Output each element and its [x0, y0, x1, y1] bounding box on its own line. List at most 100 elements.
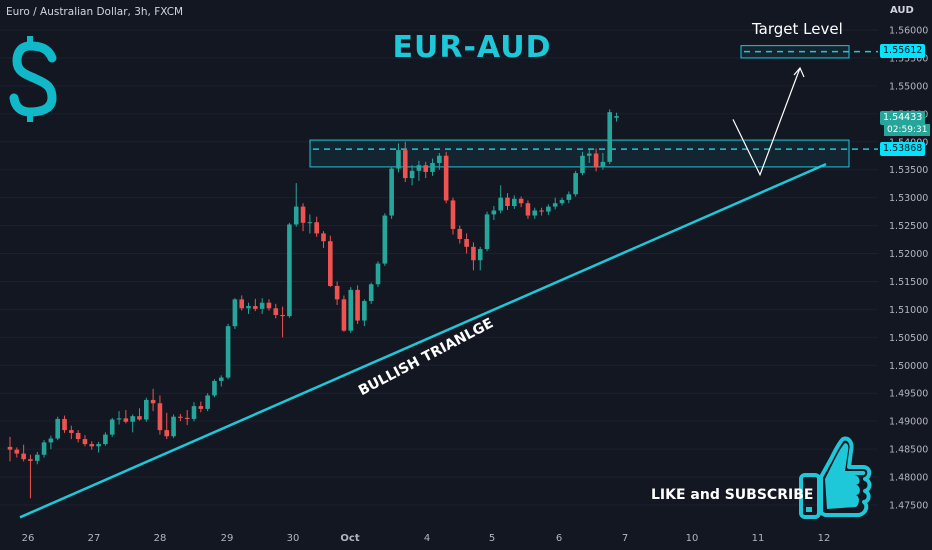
- candle-body: [477, 249, 483, 261]
- candle-body: [341, 299, 347, 331]
- candle-body: [218, 377, 224, 381]
- y-tick-label: 1.53500: [889, 165, 928, 176]
- candle-body: [205, 395, 210, 409]
- candle-body: [280, 315, 285, 317]
- candle-body: [389, 168, 394, 216]
- candle-body: [123, 418, 129, 422]
- candle-body: [505, 197, 510, 207]
- y-tick-label: 1.55500: [889, 53, 928, 64]
- resistance-price-tag: 1.53868: [880, 142, 926, 156]
- candle-body: [259, 302, 265, 309]
- candle-body: [307, 222, 313, 224]
- candle-body: [82, 439, 88, 445]
- candle-body: [539, 210, 544, 212]
- candle-body: [396, 150, 401, 169]
- candle-body: [246, 306, 251, 309]
- candle-body: [198, 406, 204, 409]
- candle-body: [48, 438, 54, 443]
- candle-body: [409, 170, 415, 179]
- candle-body: [355, 289, 360, 321]
- candle-body: [116, 418, 122, 420]
- y-tick-label: 1.56000: [889, 26, 928, 37]
- candle-body: [178, 416, 183, 418]
- x-tick-label: 11: [752, 533, 765, 544]
- candle-body: [184, 417, 190, 419]
- candle-body: [164, 430, 170, 437]
- candle-body: [464, 239, 469, 247]
- y-tick-label: 1.49000: [889, 417, 928, 428]
- candle-body: [287, 224, 292, 317]
- candles: [7, 109, 619, 499]
- candle-body: [171, 416, 176, 437]
- x-tick-label: 29: [221, 533, 234, 544]
- candle-body: [55, 418, 61, 439]
- candle-body: [225, 326, 231, 378]
- candle-body: [450, 200, 456, 229]
- y-tick-label: 1.48500: [889, 445, 928, 456]
- candle-body: [75, 432, 81, 440]
- candle-body: [546, 206, 551, 212]
- candle-body: [416, 165, 422, 171]
- current-price-tag: 1.54433: [880, 111, 926, 125]
- candle-body: [41, 442, 47, 455]
- y-tick-label: 1.49500: [889, 389, 928, 400]
- candle-body: [362, 301, 367, 321]
- candle-body: [103, 434, 108, 445]
- candle-body: [614, 116, 619, 118]
- projection-path: [732, 67, 801, 177]
- x-axis[interactable]: 26 27 28 29 30 Oct 4 5 6 7 10 11 12: [22, 533, 831, 544]
- candle-body: [607, 112, 613, 162]
- target-level-label: Target Level: [752, 20, 843, 38]
- candle-body: [109, 419, 115, 435]
- candle-body: [137, 416, 142, 420]
- candle-body: [273, 308, 279, 315]
- candle-body: [28, 459, 33, 461]
- x-tick-label: 27: [88, 533, 101, 544]
- candle-body: [423, 165, 429, 172]
- candle-body: [34, 454, 40, 461]
- candle-body: [62, 418, 67, 431]
- candle-body: [566, 194, 572, 200]
- x-tick-label: 30: [287, 533, 300, 544]
- candle-body: [314, 222, 319, 234]
- y-axis[interactable]: 1.47500 1.48000 1.48500 1.49000 1.49500 1.500…: [889, 26, 928, 512]
- candle-body: [14, 449, 20, 454]
- y-tick-label: 1.52000: [889, 249, 928, 260]
- candle-body: [457, 228, 463, 239]
- y-tick-label: 1.55000: [889, 81, 928, 92]
- candle-body: [321, 233, 326, 242]
- y-tick-label: 1.50000: [889, 361, 928, 372]
- candle-body: [144, 399, 149, 420]
- candle-body: [96, 444, 101, 447]
- x-tick-label: Oct: [340, 533, 359, 544]
- x-tick-label: 28: [154, 533, 167, 544]
- zones: [309, 45, 878, 168]
- y-tick-label: 1.50500: [889, 333, 928, 344]
- candle-body: [580, 155, 585, 174]
- like-subscribe-text[interactable]: LIKE and SUBSCRIBE: [651, 487, 814, 503]
- y-tick-label: 1.51500: [889, 277, 928, 288]
- candle-body: [430, 163, 435, 172]
- candle-body: [512, 198, 517, 207]
- y-tick-label: 1.51000: [889, 305, 928, 316]
- candle-body: [239, 299, 245, 309]
- candle-body: [232, 299, 238, 327]
- currency-label: AUD: [890, 5, 914, 16]
- thumbs-up-icon: [799, 436, 872, 519]
- candle-body: [518, 198, 524, 204]
- candle-body: [484, 214, 490, 250]
- candle-body: [21, 453, 26, 460]
- bar-countdown: 02:59:31: [884, 124, 931, 136]
- x-tick-label: 10: [686, 533, 699, 544]
- candle-body: [593, 153, 599, 168]
- dollar-icon: [9, 36, 57, 122]
- candle-body: [368, 284, 374, 302]
- x-tick-label: 7: [622, 533, 628, 544]
- candle-body: [293, 206, 299, 225]
- candle-body: [437, 155, 442, 163]
- x-tick-label: 4: [424, 533, 430, 544]
- y-tick-label: 1.52500: [889, 221, 928, 232]
- candle-body: [300, 206, 306, 223]
- grid: [0, 29, 878, 506]
